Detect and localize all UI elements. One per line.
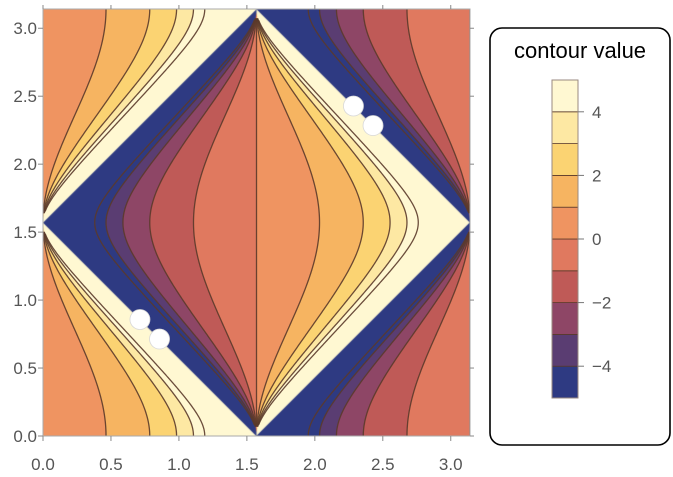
legend-color-band (551, 143, 579, 176)
legend-color-bar: 4 2 0 −2 −4 (551, 79, 611, 399)
legend-tick-label: 0 (592, 230, 601, 249)
y-tick-label: 0.5 (13, 359, 37, 378)
legend-box (489, 27, 671, 446)
contour-line (43, 9, 364, 436)
legend-color-band (551, 333, 579, 367)
y-tick-label: 2.0 (13, 155, 37, 174)
legend-title: contour value (514, 38, 646, 63)
contour-line (43, 9, 391, 436)
contour-lines (43, 9, 470, 436)
y-tick-label: 2.5 (13, 87, 37, 106)
x-tick-label: 1.0 (167, 455, 191, 474)
x-tick-label: 1.5 (235, 455, 259, 474)
y-tick-label: 1.0 (13, 291, 37, 310)
x-tick-label: 2.5 (371, 455, 395, 474)
contour-line (105, 9, 470, 436)
x-tick-label: 0.5 (99, 455, 123, 474)
contour-line (122, 9, 470, 436)
contour-line (192, 9, 470, 436)
legend-color-band (551, 302, 579, 335)
y-tick-label: 0.0 (13, 427, 37, 446)
axes: 0.0 0.5 1.0 1.5 2.0 2.5 3.0 0.0 0.5 1.0 1.5 2.0 2.5 3… (13, 5, 474, 474)
legend-color-band (551, 79, 579, 113)
legend-tick-label: 4 (592, 103, 601, 122)
plot-frame (42, 8, 471, 437)
pole-marker (149, 328, 170, 350)
legend: contour value 4 2 0 −2 −4 (489, 27, 671, 446)
contour-line (44, 9, 419, 436)
legend-color-band (551, 174, 579, 208)
legend-tick-label: −4 (592, 357, 611, 376)
pole-marker (362, 115, 384, 136)
y-tick-label: 3.0 (13, 19, 37, 38)
legend-color-band (551, 270, 579, 303)
plot-area (43, 9, 470, 436)
x-tick-label: 2.0 (303, 455, 327, 474)
legend-color-band (551, 238, 579, 272)
legend-color-band (551, 111, 579, 145)
x-tick-label: 3.0 (439, 455, 463, 474)
legend-tick-label: 2 (592, 166, 601, 185)
contour-line (43, 9, 321, 436)
x-tick-label: 0.0 (31, 455, 55, 474)
contour-line (255, 9, 470, 436)
y-tick-label: 1.5 (13, 223, 37, 242)
legend-color-band (551, 365, 579, 399)
legend-tick-label: −2 (592, 294, 611, 313)
pole-marker (129, 309, 151, 330)
contour-line (43, 9, 408, 436)
contour-line (94, 9, 469, 436)
legend-color-band (551, 206, 579, 240)
pole-marker (343, 95, 364, 117)
